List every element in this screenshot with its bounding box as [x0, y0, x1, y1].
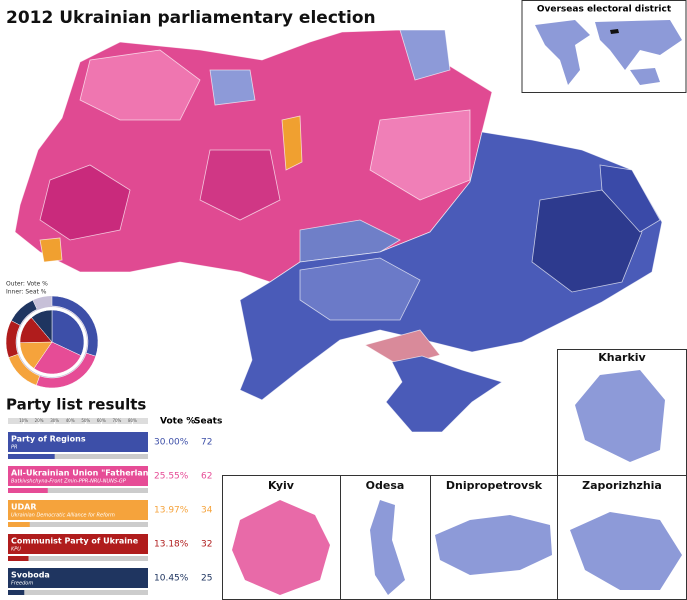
- vote-header: Vote %: [160, 417, 195, 427]
- party-box: [8, 500, 148, 520]
- dnipropetrovsk-label: Dnipropetrovsk: [446, 479, 543, 492]
- scale-tick-label: 50%: [81, 418, 90, 423]
- zaporizhzhia-shape: [570, 512, 682, 590]
- dnipropetrovsk-shape: [435, 515, 552, 575]
- pie-legend-outer: Outer: Vote %: [6, 281, 48, 288]
- party-name: UDAR: [11, 503, 37, 512]
- vote-bar-track: [8, 488, 148, 493]
- vote-bar: [8, 522, 30, 527]
- scale-tick-label: 40%: [66, 418, 75, 423]
- kharkiv-label: Kharkiv: [598, 351, 646, 364]
- party-name: All-Ukrainian Union "Fatherland": [11, 469, 158, 478]
- kharkiv-shape: [575, 370, 665, 462]
- vote-bar-track: [8, 454, 148, 459]
- vote-label: 13.18%: [154, 540, 189, 550]
- party-name: Svoboda: [11, 571, 50, 580]
- party-abbr: PR: [11, 445, 18, 451]
- scale-tick-label: 80%: [128, 418, 137, 423]
- vote-label: 30.00%: [154, 438, 189, 448]
- scale-tick-label: 30%: [50, 418, 59, 423]
- kyiv-shape: [232, 500, 330, 595]
- vote-label: 13.97%: [154, 506, 189, 516]
- vote-label: 10.45%: [154, 574, 189, 584]
- seat-pie-segment: [31, 309, 53, 343]
- vote-bar-track: [8, 590, 148, 595]
- seat-pie-segment: [51, 309, 85, 356]
- party-name: Communist Party of Ukraine: [11, 537, 139, 546]
- party-box: [8, 466, 148, 486]
- vote-bar-track: [8, 556, 148, 561]
- vote-bar: [8, 590, 25, 595]
- vote-ring-segment: [10, 299, 38, 326]
- vote-label: 25.55%: [154, 472, 189, 482]
- odesa-label: Odesa: [366, 479, 405, 492]
- party-abbr: Batkivshchyna-Front Zmin-PPR-NRU-NUNS-GP: [11, 479, 126, 485]
- party-abbr: Freedom: [11, 581, 33, 587]
- party-box: [8, 568, 148, 588]
- vote-bar: [8, 454, 55, 459]
- zaporizhzhia-label: Zaporizhzhia: [582, 479, 662, 492]
- world-shape: [535, 20, 682, 85]
- party-box: [8, 534, 148, 554]
- city-insets: Kharkiv Kyiv Odesa Dnipropetrovsk Zapori…: [222, 349, 687, 600]
- party-name: Party of Regions: [11, 435, 86, 444]
- vote-bar: [8, 488, 48, 493]
- seats-label: 34: [201, 506, 213, 516]
- party-abbr: Ukrainian Democratic Alliance for Reform: [11, 513, 115, 519]
- seat-pie-segment: [33, 341, 82, 375]
- title: 2012 Ukrainian parliamentary election: [6, 8, 376, 28]
- vote-bar-track: [8, 522, 148, 527]
- kyiv-label: Kyiv: [268, 479, 295, 492]
- seats-label: 25: [201, 574, 212, 584]
- ukraine-marker: [610, 29, 619, 34]
- ukraine-map: [14, 29, 663, 433]
- party-abbr: KPU: [11, 547, 21, 553]
- seats-header: Seats: [194, 417, 222, 427]
- overseas-label: Overseas electoral district: [537, 5, 672, 15]
- seats-label: 72: [201, 438, 212, 448]
- scale-tick-label: 10%: [19, 418, 28, 423]
- results-heading: Party list results: [6, 396, 146, 414]
- scale-tick-label: 60%: [97, 418, 106, 423]
- scale-bar: [8, 418, 148, 424]
- party-box: [8, 432, 148, 452]
- scale-tick-label: 20%: [35, 418, 44, 423]
- seats-label: 32: [201, 540, 212, 550]
- odesa-shape: [370, 500, 405, 595]
- pie-legend-inner: Inner: Seat %: [6, 289, 47, 296]
- seats-label: 62: [201, 472, 212, 482]
- scale-tick-label: 70%: [112, 418, 121, 423]
- vote-bar: [8, 556, 29, 561]
- overseas-inset: Overseas electoral district: [521, 0, 687, 93]
